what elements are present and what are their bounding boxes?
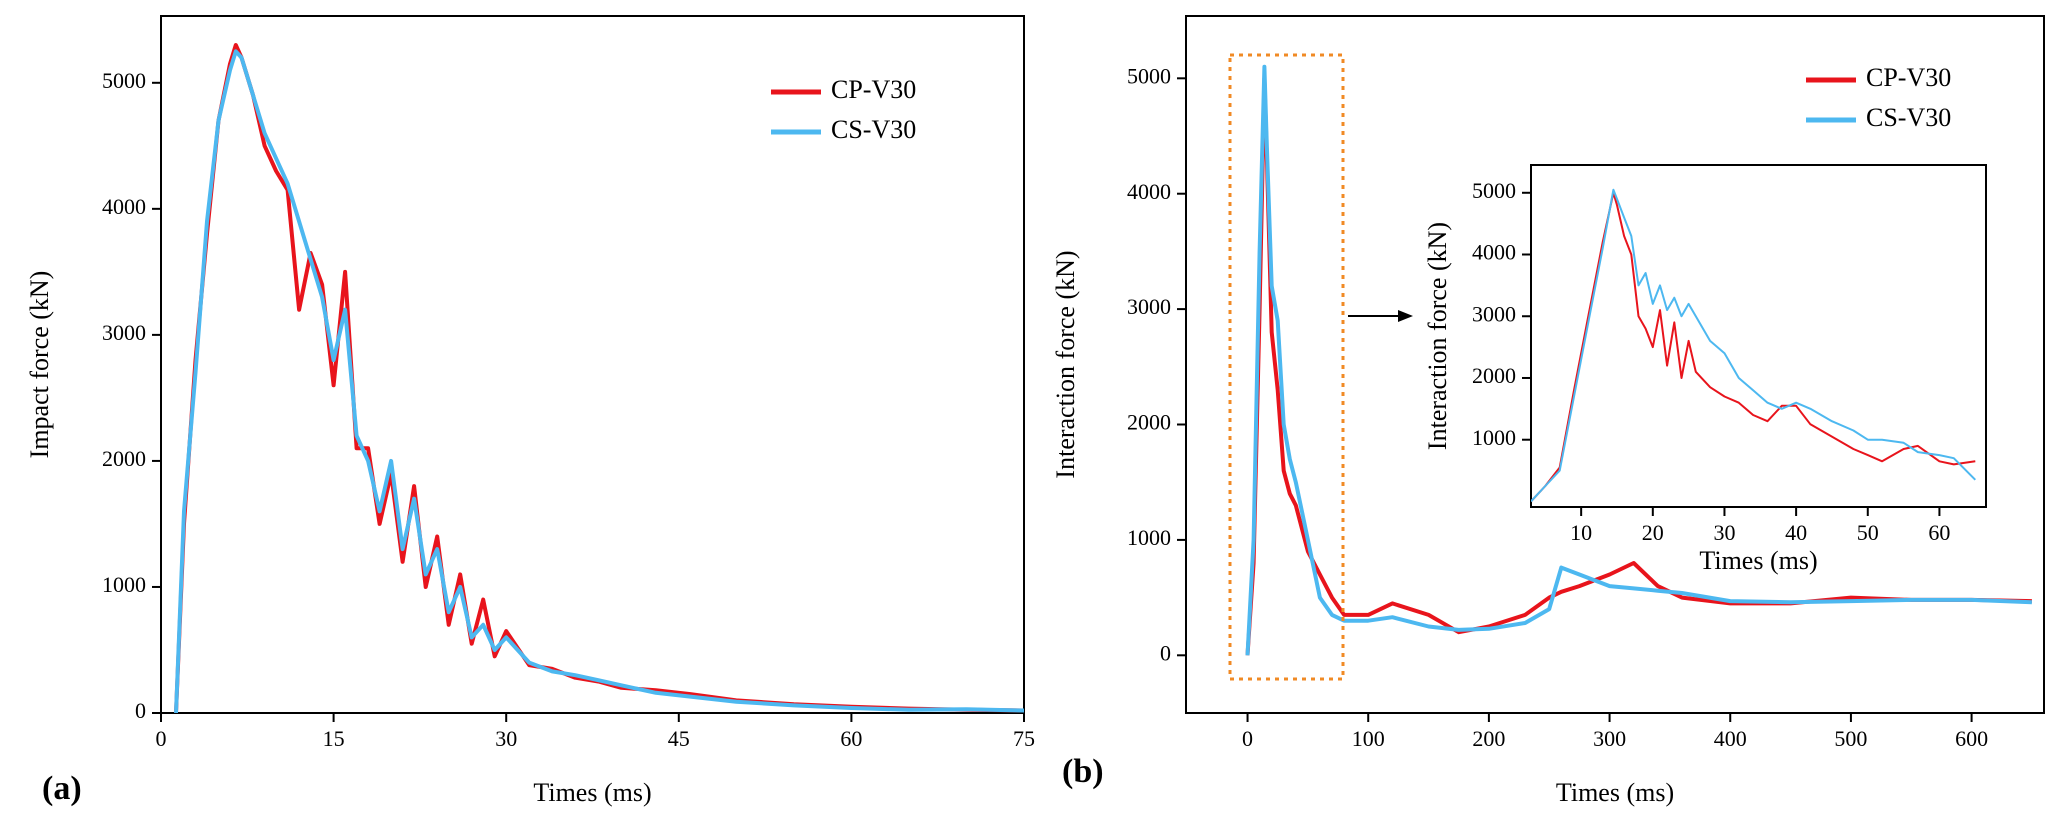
- y-axis-title: Interaction force (kN): [1423, 222, 1452, 450]
- x-tick-label: 400: [1714, 726, 1747, 751]
- x-tick-label: 0: [156, 726, 167, 751]
- y-tick-label: 4000: [102, 194, 146, 219]
- panel-label: (a): [42, 770, 82, 807]
- x-tick-label: 20: [1642, 520, 1664, 545]
- x-tick-label: 100: [1352, 726, 1385, 751]
- y-tick-label: 3000: [1127, 294, 1171, 319]
- x-axis-title: Times (ms): [1556, 778, 1674, 807]
- y-tick-label: 2000: [1127, 410, 1171, 435]
- x-tick-label: 600: [1955, 726, 1988, 751]
- legend-label: CP-V30: [831, 75, 916, 104]
- x-tick-label: 50: [1857, 520, 1879, 545]
- y-tick-label: 4000: [1472, 240, 1516, 265]
- x-tick-label: 10: [1570, 520, 1592, 545]
- zoom-box: [1228, 53, 1345, 681]
- y-tick-label: 3000: [1472, 301, 1516, 326]
- y-tick-label: 5000: [1127, 63, 1171, 88]
- y-tick-label: 3000: [102, 320, 146, 345]
- x-tick-label: 45: [668, 726, 690, 751]
- x-tick-label: 500: [1834, 726, 1867, 751]
- y-tick-label: 1000: [102, 572, 146, 597]
- legend-label: CS-V30: [831, 115, 916, 144]
- x-tick-label: 30: [495, 726, 517, 751]
- x-axis-title: Times (ms): [1699, 546, 1817, 575]
- y-axis-title: Impact force (kN): [25, 271, 54, 459]
- x-tick-label: 15: [323, 726, 345, 751]
- legend-label: CP-V30: [1866, 63, 1951, 92]
- x-tick-label: 60: [840, 726, 862, 751]
- data-line: [1245, 76, 2032, 656]
- x-tick-label: 200: [1472, 726, 1505, 751]
- zoom-arrowhead: [1398, 310, 1413, 322]
- y-tick-label: 5000: [1472, 178, 1516, 203]
- x-tick-label: 30: [1713, 520, 1735, 545]
- y-tick-label: 1000: [1472, 425, 1516, 450]
- y-tick-label: 0: [1160, 640, 1171, 665]
- data-line: [1531, 188, 1977, 503]
- x-tick-label: 300: [1593, 726, 1626, 751]
- plot-frame: [1530, 164, 1987, 508]
- y-tick-label: 0: [135, 698, 146, 723]
- x-axis-title: Times (ms): [533, 778, 651, 807]
- y-tick-label: 1000: [1127, 525, 1171, 550]
- data-line: [174, 49, 1024, 713]
- x-tick-label: 60: [1928, 520, 1950, 545]
- y-tick-label: 5000: [102, 68, 146, 93]
- y-axis-title: Interaction force (kN): [1051, 250, 1080, 478]
- y-tick-label: 2000: [1472, 363, 1516, 388]
- panel-label: (b): [1062, 753, 1104, 790]
- x-tick-label: 75: [1013, 726, 1035, 751]
- x-tick-label: 40: [1785, 520, 1807, 545]
- plot-frame: [160, 15, 1025, 714]
- data-line: [1245, 64, 2032, 656]
- x-tick-label: 0: [1242, 726, 1253, 751]
- y-tick-label: 2000: [102, 446, 146, 471]
- y-tick-label: 4000: [1127, 179, 1171, 204]
- legend-label: CS-V30: [1866, 103, 1951, 132]
